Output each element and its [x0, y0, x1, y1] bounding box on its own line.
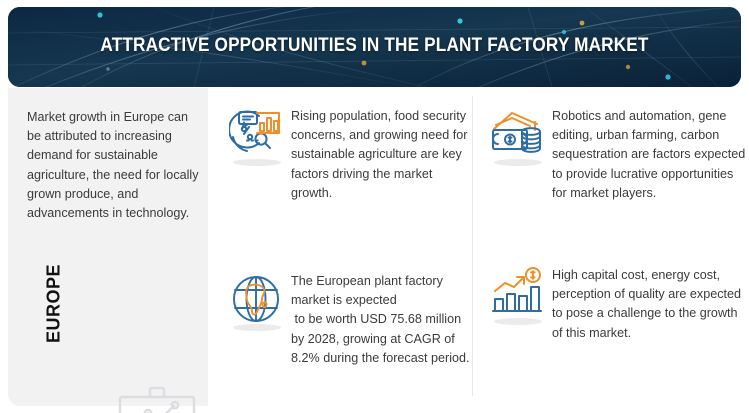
- info-block-text: The European plant factory market is exp…: [291, 274, 470, 365]
- presentation-chart-icon: [118, 386, 196, 413]
- icon-shadow: [494, 318, 542, 325]
- page-title: ATTRACTIVE OPPORTUNITIES IN THE PLANT FA…: [100, 34, 649, 56]
- region-label: EUROPE: [43, 263, 64, 344]
- banner-network-art: [8, 7, 741, 87]
- info-block-text: High capital cost, energy cost, percepti…: [552, 268, 745, 340]
- market-analysis-icon: [229, 110, 280, 152]
- sidebar-description: Market growth in Europe can be attribute…: [27, 110, 199, 221]
- info-block-text: Rising population, food security concern…: [291, 109, 471, 200]
- icon-shadow: [233, 324, 281, 331]
- icon-shadow: [233, 159, 281, 166]
- bar-growth-dollar-icon: [492, 267, 542, 312]
- header-banner: ATTRACTIVE OPPORTUNITIES IN THE PLANT FA…: [8, 7, 741, 87]
- icon-shadow: [494, 159, 542, 166]
- info-block-text: Robotics and automation, gene editing, u…: [552, 109, 749, 200]
- money-wallet-coins-icon: [492, 112, 541, 153]
- column-divider: [472, 96, 473, 396]
- sidebar-panel: Market growth in Europe can be attribute…: [8, 88, 208, 413]
- globe-icon: [233, 276, 279, 322]
